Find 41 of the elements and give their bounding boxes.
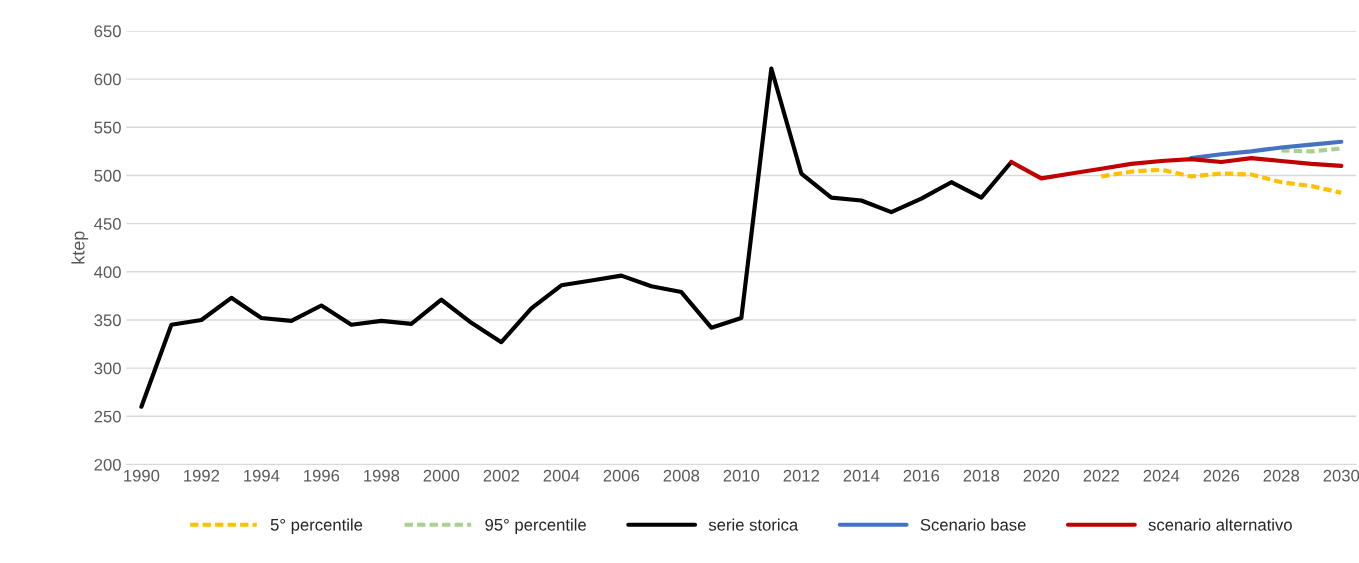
y-tick-label: 650 bbox=[94, 25, 121, 38]
x-tick-label: 2022 bbox=[1083, 469, 1120, 482]
y-tick-label: 300 bbox=[94, 362, 121, 375]
line-series bbox=[1099, 167, 1344, 195]
x-tick-label: 2030 bbox=[1323, 469, 1359, 482]
x-tick-label: 2012 bbox=[783, 469, 820, 482]
y-tick-label: 400 bbox=[94, 266, 121, 279]
x-tick-label: 2016 bbox=[903, 469, 940, 482]
x-tick-label: 2002 bbox=[483, 469, 520, 482]
x-tick-label: 2000 bbox=[423, 469, 460, 482]
x-tick-label: 2006 bbox=[603, 469, 640, 482]
x-tick-label: 2010 bbox=[723, 469, 760, 482]
legend-label: 95° percentile bbox=[485, 518, 586, 535]
y-tick-label: 500 bbox=[94, 169, 121, 182]
y-tick-label: 450 bbox=[94, 218, 121, 230]
legend-label: serie storica bbox=[708, 518, 799, 531]
x-tick-label: 2028 bbox=[1263, 469, 1300, 482]
legend-label: Scenario base bbox=[920, 518, 1026, 531]
y-tick-label: 350 bbox=[94, 314, 121, 327]
x-tick-label: 1998 bbox=[364, 469, 400, 482]
x-tick-label: 1994 bbox=[244, 469, 280, 482]
line-series bbox=[1009, 156, 1344, 181]
x-tick-label: 2020 bbox=[1023, 469, 1060, 482]
x-tick-label: 2026 bbox=[1203, 469, 1240, 482]
y-tick-label: 600 bbox=[94, 73, 121, 86]
x-tick-label: 2014 bbox=[843, 469, 880, 482]
legend-label: 5° percentile bbox=[270, 518, 363, 535]
y-tick-label: 550 bbox=[94, 121, 121, 134]
y-tick-label: 250 bbox=[94, 410, 121, 423]
x-tick-label: 1996 bbox=[304, 469, 340, 482]
x-tick-label: 2024 bbox=[1143, 469, 1180, 482]
line-series bbox=[139, 66, 1014, 409]
x-tick-label: 2008 bbox=[663, 469, 700, 482]
x-tick-label: 1990 bbox=[124, 469, 160, 482]
x-tick-label: 2004 bbox=[543, 469, 580, 482]
legend-label: scenario alternativo bbox=[1148, 518, 1292, 531]
x-tick-label: 2018 bbox=[963, 469, 1000, 482]
line-series bbox=[1189, 139, 1344, 161]
y-tick-label: 200 bbox=[94, 458, 121, 471]
x-tick-label: 1992 bbox=[184, 469, 220, 482]
y-axis-title: ktep bbox=[71, 231, 89, 264]
